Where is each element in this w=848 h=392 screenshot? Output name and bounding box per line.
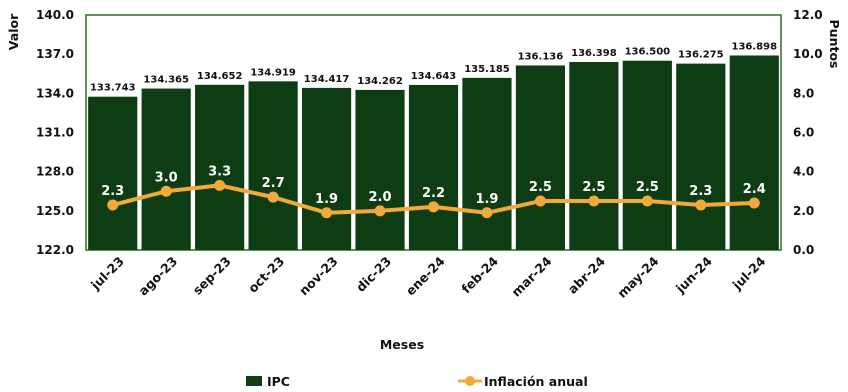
- ipc-bar-label: 134.417: [304, 74, 350, 85]
- x-tick-label: ago-23: [135, 254, 180, 299]
- inflation-label: 2.0: [369, 190, 392, 205]
- legend-ipc-swatch: [246, 376, 262, 386]
- y-tick-label: 122.0: [36, 243, 74, 257]
- y-tick-label: 125.0: [36, 204, 74, 218]
- inflation-label: 2.7: [262, 176, 285, 191]
- inflation-point: [267, 191, 279, 203]
- ipc-bar: [569, 62, 619, 251]
- inflation-point: [428, 201, 439, 213]
- inflation-label: 1.9: [315, 192, 338, 207]
- y2-axis-title: Puntos: [827, 20, 842, 69]
- inflation-point: [107, 199, 119, 211]
- legend-inflation-label: Inflación anual: [484, 374, 588, 389]
- y2-tick-label: 8.0: [793, 86, 814, 100]
- inflation-point: [374, 205, 386, 217]
- x-axis-title: Meses: [380, 337, 424, 352]
- ipc-bar-label: 136.898: [731, 41, 777, 52]
- ipc-bar-label: 136.398: [571, 48, 617, 59]
- inflation-point: [695, 199, 707, 211]
- y2-tick-label: 4.0: [793, 165, 814, 179]
- inflation-point: [748, 197, 760, 209]
- ipc-bar-label: 136.500: [625, 47, 671, 58]
- x-tick-label: nov-23: [296, 254, 341, 299]
- ipc-bar-labels: 133.743 134.365 134.652 134.919 134.417 134.2…: [90, 41, 777, 93]
- ipc-bar-label: 134.643: [411, 71, 457, 82]
- x-tick-label: jul-23: [87, 254, 127, 294]
- x-tick-label: oct-23: [245, 254, 287, 296]
- inflation-label: 3.0: [155, 170, 178, 185]
- ipc-bar-label: 134.652: [197, 71, 243, 82]
- ipc-bar: [88, 96, 138, 250]
- inflation-label: 2.5: [636, 180, 659, 195]
- x-tick-label: mar-24: [508, 253, 554, 299]
- inflation-label: 2.5: [529, 180, 552, 195]
- y-axis-title: Valor: [6, 13, 21, 50]
- inflation-label: 1.9: [475, 192, 498, 207]
- ipc-bar-label: 134.365: [143, 75, 189, 86]
- ipc-bar-label: 134.262: [357, 76, 403, 87]
- y2-tick-label: 2.0: [793, 204, 814, 218]
- inflation-point: [588, 195, 600, 207]
- ipc-bars: [88, 55, 779, 251]
- inflation-point: [641, 195, 653, 207]
- inflation-label: 2.3: [689, 184, 712, 199]
- inflation-point: [481, 207, 493, 219]
- ipc-bar: [301, 87, 352, 251]
- ipc-bar: [622, 60, 672, 250]
- ipc-bar: [355, 89, 405, 250]
- inflation-point: [160, 185, 172, 197]
- ipc-bar: [248, 81, 298, 250]
- ipc-bar-label: 136.136: [518, 51, 564, 62]
- ipc-bar-label: 135.185: [464, 64, 510, 75]
- y2-tick-label: 0.0: [793, 243, 814, 257]
- y2-tick-label: 12.0: [793, 8, 823, 22]
- left-axis-ticks: 122.0 125.0 128.0 131.0 134.0 137.0 140.0: [36, 8, 74, 257]
- y2-tick-label: 10.0: [793, 47, 823, 61]
- x-tick-label: ene-24: [403, 253, 448, 298]
- ipc-bar: [141, 88, 191, 250]
- x-axis-ticks: jul-23 ago-23 sep-23 oct-23 nov-23 dic-23 ene-…: [87, 253, 768, 300]
- ipc-bar: [515, 65, 566, 251]
- x-tick-label: jul-24: [729, 253, 769, 293]
- inflation-point: [214, 179, 226, 191]
- x-tick-label: abr-24: [565, 253, 608, 296]
- y-tick-label: 128.0: [36, 165, 74, 179]
- ipc-bar-label: 136.275: [678, 50, 724, 61]
- legend-ipc-label: IPC: [267, 374, 290, 389]
- inflation-label: 2.4: [743, 182, 766, 197]
- inflation-line: 2.3 3.0 3.3 2.7 1.9 2.0 2.2 1.9 2.5 2.5 2.5 2.3 2.4: [101, 164, 766, 219]
- ipc-bar: [462, 77, 512, 250]
- right-axis-ticks: 0.0 2.0 4.0 6.0 8.0 10.0 12.0: [793, 8, 823, 257]
- inflation-label: 2.2: [422, 186, 445, 201]
- y-tick-label: 134.0: [36, 86, 74, 100]
- inflation-label: 2.3: [101, 184, 124, 199]
- inflation-point: [534, 195, 546, 207]
- ipc-bar: [676, 63, 726, 250]
- y-tick-label: 131.0: [36, 126, 74, 140]
- inflation-label: 2.5: [582, 180, 605, 195]
- inflation-point: [321, 207, 333, 219]
- ipc-bar: [408, 84, 459, 250]
- x-tick-label: may-24: [614, 253, 661, 300]
- ipc-bar: [195, 84, 245, 251]
- x-tick-label: sep-23: [190, 254, 234, 298]
- y-tick-label: 137.0: [36, 47, 74, 61]
- legend: IPC Inflación anual: [246, 374, 588, 389]
- ipc-bar: [729, 55, 779, 250]
- y2-tick-label: 6.0: [793, 126, 814, 140]
- x-tick-label: jun-24: [672, 253, 715, 296]
- legend-inflation-marker: [465, 376, 475, 386]
- y-tick-label: 140.0: [36, 8, 74, 22]
- x-tick-label: dic-23: [353, 254, 394, 295]
- ipc-bar-label: 134.919: [250, 67, 296, 78]
- x-tick-label: feb-24: [458, 253, 501, 296]
- ipc-bar-label: 133.743: [90, 83, 136, 94]
- inflation-label: 3.3: [208, 164, 231, 179]
